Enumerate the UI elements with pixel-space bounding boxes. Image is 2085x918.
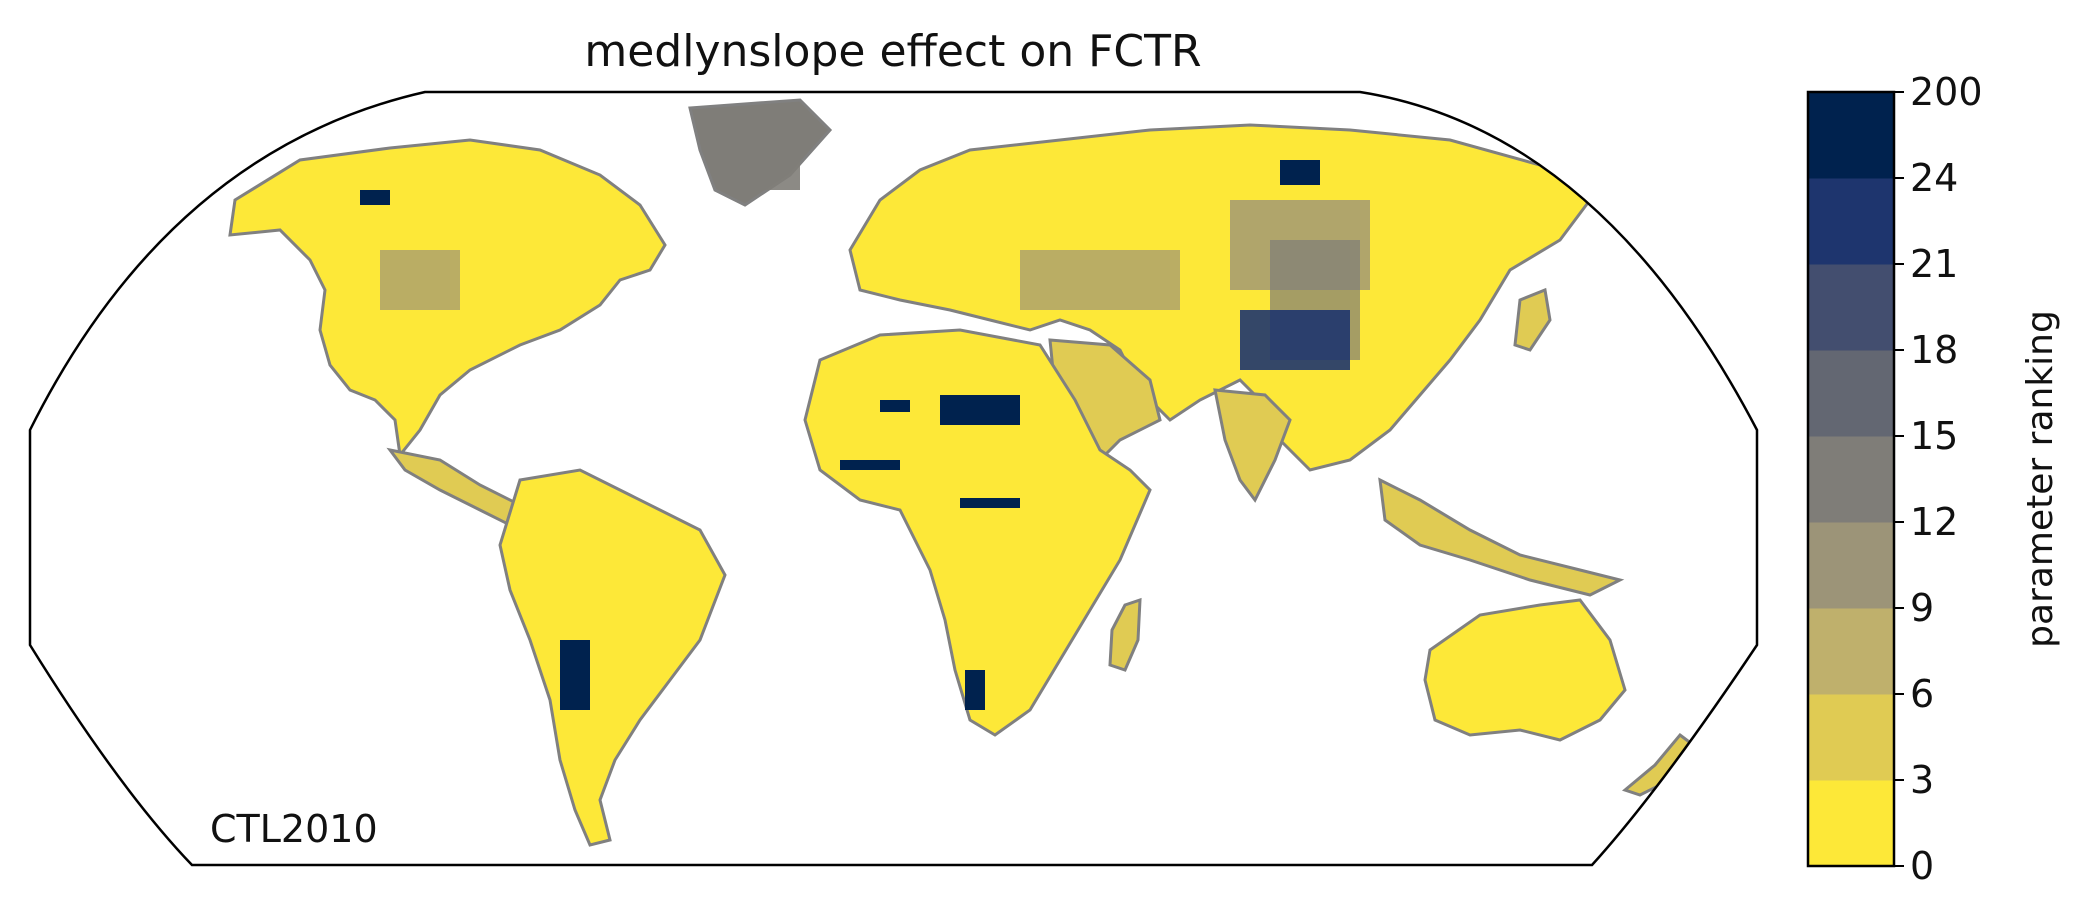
australia [1423, 598, 1627, 742]
africa [803, 328, 1152, 737]
colorbar-tick-label: 21 [1910, 242, 1958, 286]
patch-andes [560, 640, 590, 710]
patch-caspian [1020, 250, 1180, 310]
south-america [498, 468, 727, 847]
colorbar-label: parameter ranking [2020, 310, 2061, 648]
india [1213, 388, 1292, 503]
colorbar-swatch [1808, 264, 1894, 351]
map-frame [28, 90, 1759, 867]
colorbar-tick-label: 3 [1910, 758, 1934, 802]
colorbar-swatch [1808, 780, 1894, 867]
colorbar-tick-label: 200 [1910, 70, 1983, 114]
colorbar-swatch [1808, 178, 1894, 265]
colorbar-swatch [1808, 608, 1894, 695]
patch-mongolia [1240, 310, 1350, 370]
run-label: CTL2010 [210, 807, 378, 851]
colorbar: 0 3 6 9 12 15 18 21 24 200 parameter ranking [1806, 70, 2061, 888]
colorbar-frame [1806, 90, 1896, 868]
patch-namibia [965, 670, 985, 710]
colorbar-tick-label: 9 [1910, 586, 1934, 630]
japan [1513, 287, 1552, 352]
patch-rockies [380, 250, 460, 310]
patch-arctic-russia [1280, 160, 1320, 185]
colorbar-tick-label: 15 [1910, 414, 1958, 458]
southeast-asia [1378, 477, 1625, 597]
colorbar-tick-label: 24 [1910, 156, 1958, 200]
colorbar-tick-label: 6 [1910, 672, 1934, 716]
colorbar-ticks: 0 3 6 9 12 15 18 21 24 200 [1894, 70, 1983, 888]
patch-alaska [360, 190, 390, 205]
colorbar-tick-label: 12 [1910, 500, 1958, 544]
colorbar-swatch [1808, 436, 1894, 523]
colorbar-swatch [1808, 92, 1894, 179]
madagascar [1108, 597, 1142, 672]
colorbar-swatch [1808, 694, 1894, 781]
colorbar-tick-label: 18 [1910, 328, 1958, 372]
ranking-hotspots [360, 110, 1370, 710]
patch-sahel-2 [960, 498, 1020, 508]
patch-sahel [840, 460, 900, 470]
patch-sahara-2 [880, 400, 910, 412]
colorbar-swatches [1808, 92, 1894, 867]
map-title: medlynslope effect on FCTR [584, 26, 1201, 77]
colorbar-tick-label: 0 [1910, 844, 1934, 888]
colorbar-swatch [1808, 522, 1894, 609]
eurasia [848, 123, 1593, 472]
patch-greenland [740, 110, 800, 190]
colorbar-swatch [1808, 350, 1894, 437]
patch-sahara [940, 395, 1020, 425]
